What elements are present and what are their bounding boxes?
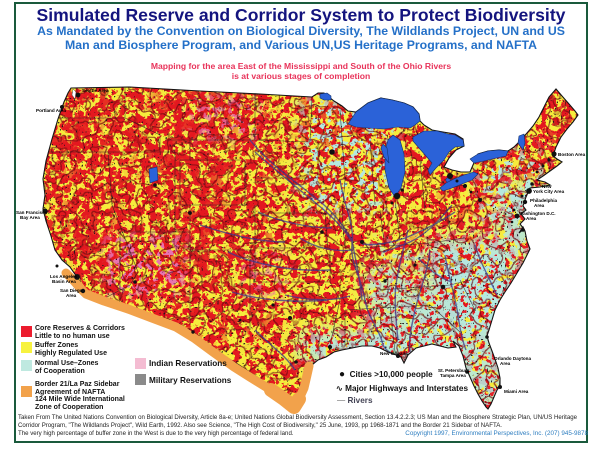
svg-text:Area: Area (534, 203, 545, 208)
svg-text:Seattle Area: Seattle Area (82, 88, 109, 93)
svg-text:New Orleans: New Orleans (380, 351, 408, 356)
svg-text:Orlando Daytona: Orlando Daytona (494, 356, 531, 361)
svg-text:Area: Area (526, 216, 537, 221)
svg-text:Area: Area (500, 361, 511, 366)
svg-text:Basin Area: Basin Area (52, 279, 76, 284)
svg-text:San Francisco: San Francisco (16, 210, 48, 215)
svg-text:York City Area: York City Area (533, 189, 565, 194)
svg-text:Los Angeles: Los Angeles (50, 274, 78, 279)
svg-text:Bay Area: Bay Area (20, 215, 40, 220)
svg-text:New: New (542, 184, 552, 189)
svg-text:Portland Area: Portland Area (36, 108, 66, 113)
svg-text:St. Petersburg: St. Petersburg (438, 368, 470, 373)
svg-text:Boston Area: Boston Area (558, 152, 586, 157)
svg-text:Area: Area (66, 293, 77, 298)
svg-text:Philadelphia: Philadelphia (530, 198, 558, 203)
svg-text:Washington D.C.: Washington D.C. (519, 211, 556, 216)
svg-text:Tampa Area: Tampa Area (440, 373, 466, 378)
svg-text:San Diego: San Diego (60, 288, 83, 293)
svg-text:Miami Area: Miami Area (504, 389, 529, 394)
